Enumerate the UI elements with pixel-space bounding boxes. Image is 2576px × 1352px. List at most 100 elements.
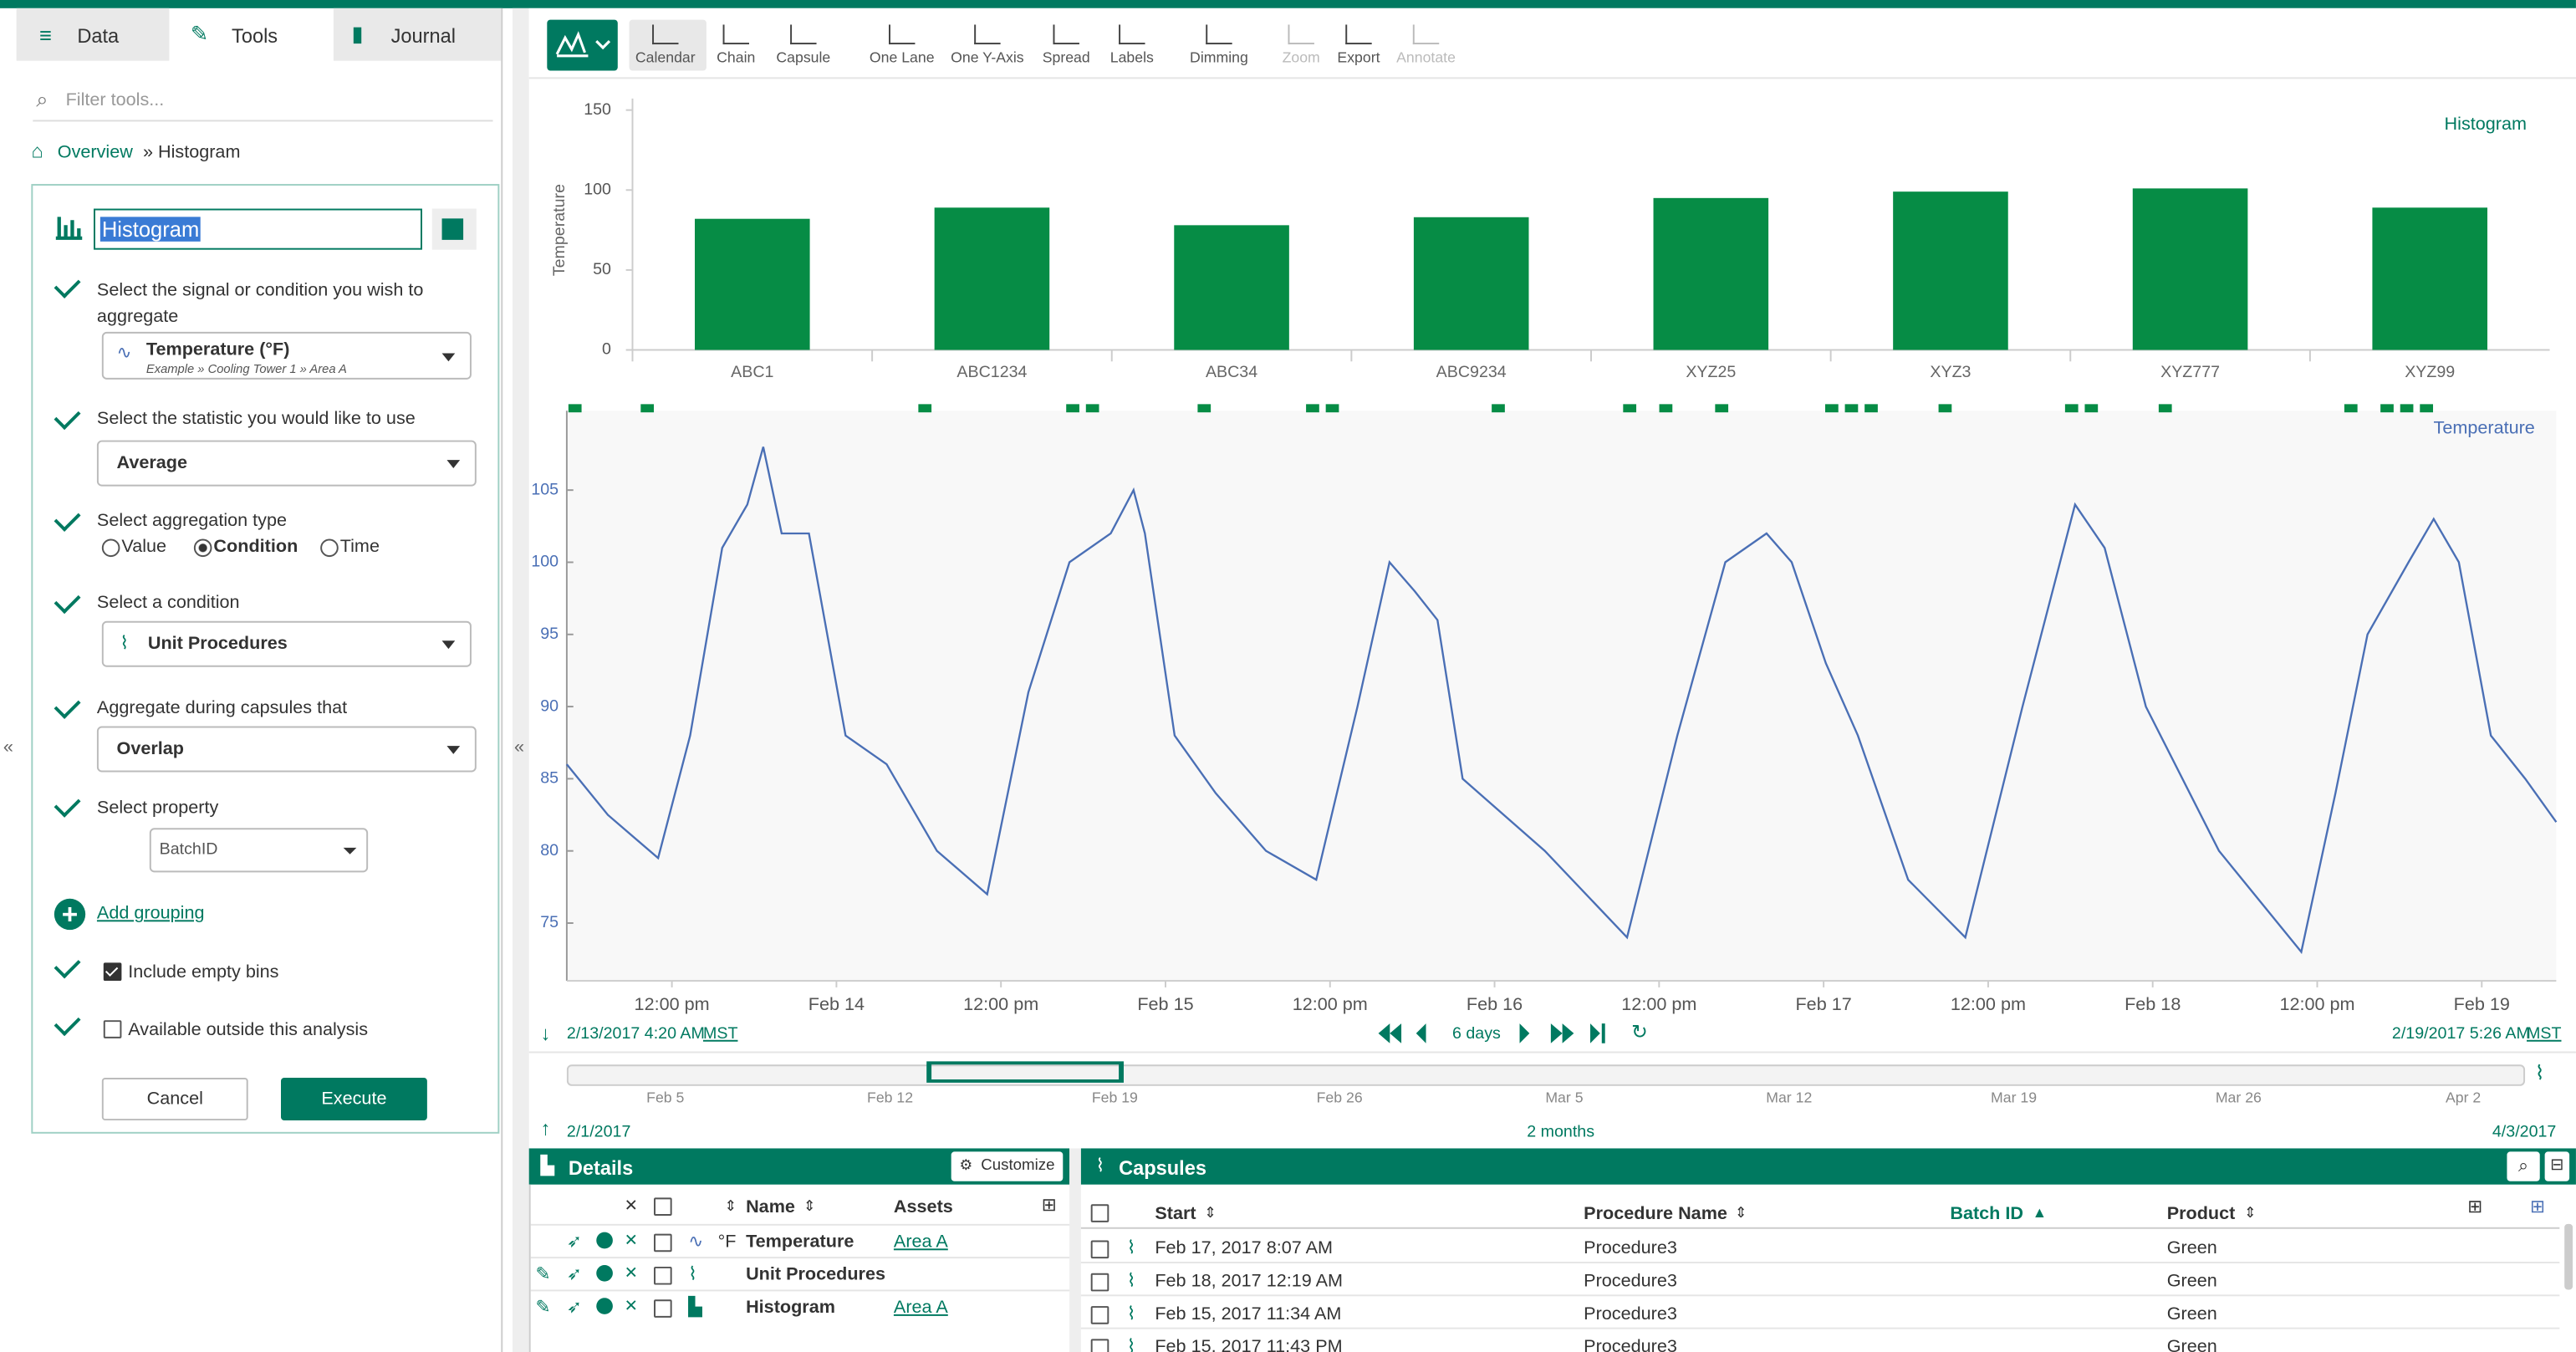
overview-selection[interactable] bbox=[926, 1061, 1124, 1083]
toolbar-label[interactable]: Dimming bbox=[1190, 48, 1248, 66]
toolbar-label: Zoom bbox=[1282, 48, 1320, 66]
column-header[interactable]: Procedure Name bbox=[1584, 1204, 1727, 1224]
zoom-button[interactable]: ⌕ bbox=[2507, 1151, 2540, 1181]
sort-icon: ⇕ bbox=[803, 1197, 816, 1215]
color-swatch bbox=[441, 218, 464, 240]
panel-border bbox=[528, 1184, 531, 1352]
info-icon[interactable] bbox=[596, 1264, 613, 1282]
x-tick-label: XYZ3 bbox=[1930, 363, 1971, 381]
x-tick-label: XYZ99 bbox=[2405, 363, 2455, 381]
name-input[interactable] bbox=[93, 208, 422, 250]
capsule-icon: ⌇ bbox=[1126, 1337, 1136, 1352]
overview-tick-label: Feb 12 bbox=[867, 1089, 914, 1106]
collapse-button[interactable]: ⊟ bbox=[2544, 1151, 2570, 1181]
signal-select[interactable] bbox=[101, 331, 472, 380]
tab[interactable] bbox=[333, 8, 502, 61]
capsule-mode-select[interactable] bbox=[96, 726, 477, 773]
property-select[interactable] bbox=[149, 828, 369, 873]
splitter[interactable] bbox=[513, 8, 529, 1352]
capsule-start: Feb 17, 2017 8:07 AM bbox=[1155, 1238, 1334, 1259]
row-border bbox=[1080, 1294, 2560, 1297]
column-header[interactable]: Batch ID bbox=[1950, 1204, 2024, 1224]
edit-icon[interactable]: ✎ bbox=[535, 1298, 551, 1318]
checkbox[interactable] bbox=[103, 1020, 122, 1038]
lane-title: Temperature bbox=[2434, 417, 2535, 438]
start-zone[interactable]: MST bbox=[702, 1025, 738, 1043]
info-icon[interactable] bbox=[596, 1232, 613, 1249]
execute-button[interactable]: Execute bbox=[280, 1077, 427, 1121]
view-icon bbox=[555, 31, 611, 58]
toolbar-label[interactable]: Export bbox=[1337, 48, 1380, 66]
checkbox[interactable] bbox=[1090, 1339, 1109, 1352]
toolbar-label[interactable]: Spread bbox=[1042, 48, 1090, 66]
overview-tick-label: Feb 26 bbox=[1316, 1089, 1363, 1106]
checkbox[interactable] bbox=[1090, 1273, 1109, 1292]
add-icon: + bbox=[54, 898, 86, 931]
overview-duration: 2 months bbox=[1527, 1123, 1595, 1142]
overview-track bbox=[566, 1064, 2526, 1086]
item-asset[interactable]: Area A bbox=[893, 1298, 948, 1318]
column-header[interactable]: Start bbox=[1155, 1204, 1196, 1224]
toolbar-label[interactable]: One Y-Axis bbox=[951, 48, 1024, 66]
toolbar-label[interactable]: Labels bbox=[1109, 48, 1154, 66]
locate-icon[interactable]: ➶ bbox=[566, 1298, 583, 1318]
checkbox[interactable] bbox=[1090, 1204, 1109, 1222]
capsules-title: Capsules bbox=[1119, 1156, 1206, 1180]
y-tick-label: 150 bbox=[584, 100, 611, 119]
end-zone[interactable]: MST bbox=[2527, 1025, 2562, 1043]
customize-button[interactable]: Customize bbox=[951, 1151, 1064, 1181]
checkbox[interactable] bbox=[103, 962, 122, 982]
radio[interactable] bbox=[193, 538, 212, 558]
toolbar-label[interactable]: One Lane bbox=[869, 48, 935, 66]
duration[interactable]: 6 days bbox=[1451, 1025, 1501, 1043]
checkbox[interactable] bbox=[1090, 1240, 1109, 1259]
start-time[interactable]: 2/13/2017 4:20 AM bbox=[566, 1025, 705, 1043]
toolbar-label[interactable]: Capsule bbox=[776, 48, 831, 66]
chart-title: Histogram bbox=[2445, 113, 2527, 134]
signal-name: Temperature (°F) bbox=[145, 339, 290, 360]
checkbox[interactable] bbox=[654, 1299, 672, 1318]
checkbox[interactable] bbox=[654, 1233, 672, 1253]
breadcrumb-link[interactable]: Overview bbox=[57, 142, 133, 163]
toolbar-label[interactable]: Chain bbox=[717, 48, 756, 66]
locate-icon[interactable]: ➶ bbox=[566, 1232, 583, 1253]
x-tick-label: Feb 18 bbox=[2125, 993, 2181, 1014]
step-label: Select property bbox=[96, 798, 219, 819]
radio[interactable] bbox=[101, 538, 120, 558]
remove-icon[interactable]: ✕ bbox=[624, 1264, 639, 1283]
details-icon: ▙ bbox=[540, 1156, 555, 1176]
capsule-start: Feb 15, 2017 11:43 PM bbox=[1155, 1337, 1343, 1352]
item-asset[interactable]: Area A bbox=[893, 1232, 948, 1253]
tab[interactable] bbox=[16, 8, 170, 61]
toolbar-label[interactable]: Calendar bbox=[635, 48, 696, 66]
condition-select[interactable] bbox=[101, 620, 472, 667]
info-icon[interactable] bbox=[596, 1298, 613, 1314]
y-tick-label: 105 bbox=[531, 480, 559, 498]
locate-icon[interactable]: ➶ bbox=[566, 1264, 583, 1285]
cancel-button[interactable]: Cancel bbox=[101, 1077, 248, 1121]
home-icon: ⌂ bbox=[31, 140, 43, 163]
checkbox[interactable] bbox=[1090, 1306, 1109, 1324]
column-header[interactable]: Product bbox=[2166, 1204, 2236, 1224]
statistic-select[interactable] bbox=[96, 440, 477, 487]
bar bbox=[934, 207, 1050, 350]
separator bbox=[33, 120, 493, 122]
end-time[interactable]: 2/19/2017 5:26 AM bbox=[2391, 1025, 2530, 1043]
capsule-procedure: Procedure3 bbox=[1584, 1304, 1677, 1324]
capsule-product: Green bbox=[2166, 1271, 2217, 1292]
capsule-product: Green bbox=[2166, 1337, 2217, 1352]
capsule-start: Feb 18, 2017 12:19 AM bbox=[1155, 1271, 1344, 1292]
add-grouping-link[interactable]: Add grouping bbox=[96, 903, 205, 924]
checkbox[interactable] bbox=[654, 1197, 672, 1217]
edit-icon[interactable]: ✎ bbox=[535, 1264, 551, 1285]
capsule-icon: ⌇ bbox=[1126, 1304, 1136, 1324]
x-tick-label: ABC1 bbox=[731, 363, 773, 381]
x-tick-label: Feb 17 bbox=[1795, 993, 1851, 1014]
sort-icon: ⇕ bbox=[1734, 1204, 1747, 1221]
checkbox[interactable] bbox=[654, 1266, 672, 1285]
remove-icon[interactable]: ✕ bbox=[624, 1232, 639, 1251]
radio[interactable] bbox=[320, 538, 339, 558]
filter-input[interactable]: Filter tools... bbox=[65, 90, 165, 110]
remove-icon[interactable]: ✕ bbox=[624, 1298, 639, 1316]
scrollbar bbox=[2564, 1223, 2573, 1290]
